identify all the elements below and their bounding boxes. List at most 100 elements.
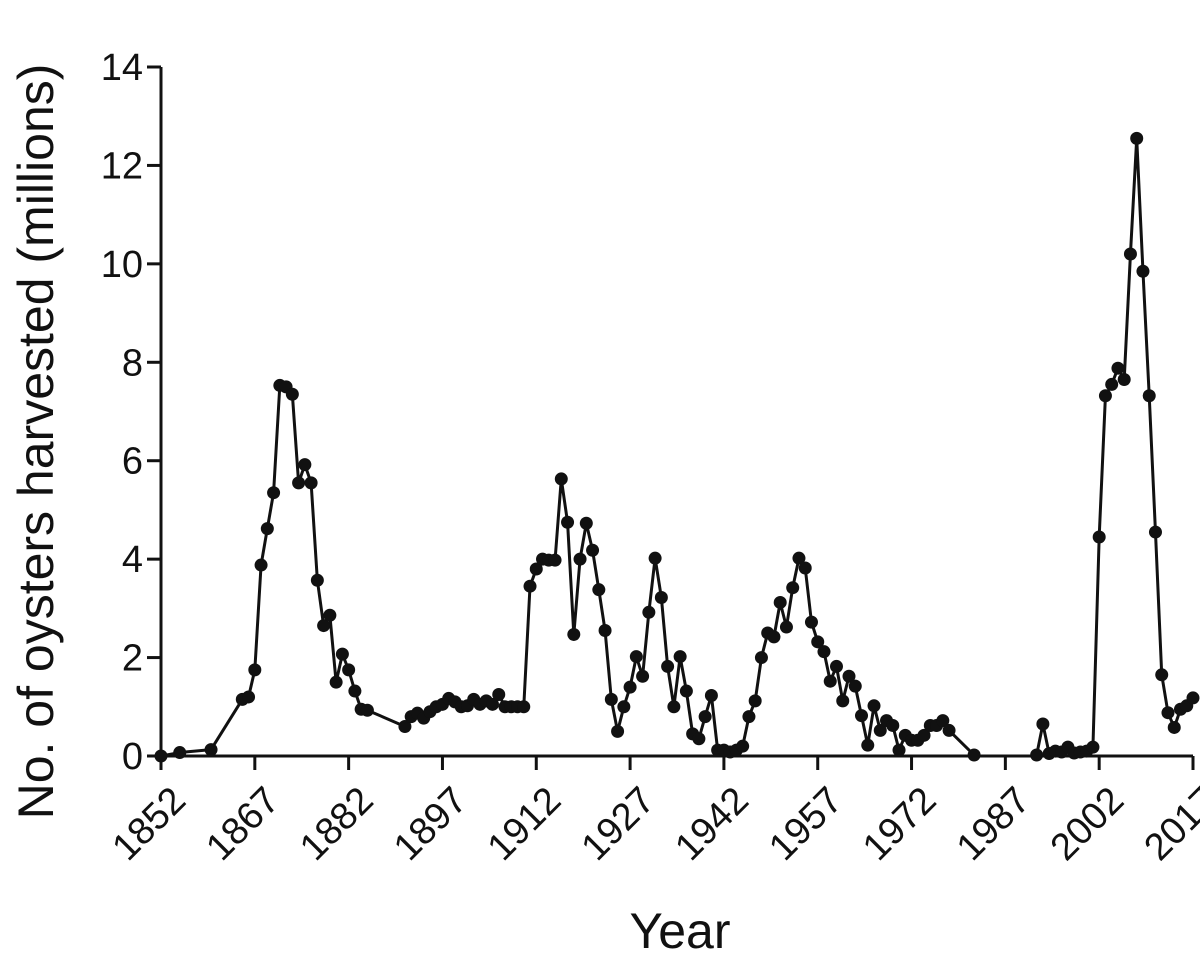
data-point <box>1148 525 1162 539</box>
y-axis-title: No. of oysters harvested (millions) <box>8 64 64 820</box>
data-point <box>779 620 793 634</box>
data-point <box>285 387 299 401</box>
x-tick-label: 1942 <box>667 779 756 868</box>
x-tick-label: 1972 <box>855 779 944 868</box>
data-point <box>848 679 862 693</box>
data-point <box>936 714 950 728</box>
data-point <box>485 697 499 711</box>
data-point <box>767 630 781 644</box>
data-point <box>804 615 818 629</box>
data-point <box>1186 691 1200 705</box>
data-point <box>892 743 906 757</box>
data-point <box>604 692 618 706</box>
data-point <box>867 699 881 713</box>
data-point <box>679 684 693 698</box>
data-point <box>873 723 887 737</box>
data-point <box>586 543 600 557</box>
series-line <box>160 383 976 758</box>
x-tick-label: 2002 <box>1043 779 1132 868</box>
data-point <box>967 748 981 762</box>
data-point <box>623 680 637 694</box>
data-point <box>579 516 593 530</box>
x-tick-label: 1882 <box>292 779 381 868</box>
data-point <box>598 624 612 637</box>
y-tick-label: 8 <box>122 342 143 384</box>
data-point <box>861 738 875 752</box>
data-point <box>942 723 956 737</box>
data-point <box>1142 389 1156 403</box>
data-point <box>786 581 800 595</box>
data-point <box>823 674 837 688</box>
data-point <box>260 522 274 536</box>
data-point <box>886 718 900 732</box>
data-point <box>1036 717 1050 731</box>
data-point <box>398 719 412 733</box>
data-point <box>773 595 787 609</box>
data-point <box>523 579 537 593</box>
data-point <box>1130 131 1144 145</box>
x-tick-label: 1852 <box>105 779 194 868</box>
data-point <box>317 619 331 633</box>
data-point <box>342 663 356 677</box>
data-point <box>492 687 506 701</box>
x-tick-label: 1867 <box>198 779 287 868</box>
series-group <box>154 131 1200 763</box>
data-point <box>855 709 869 723</box>
data-point <box>1117 373 1131 387</box>
data-point <box>561 515 575 529</box>
data-point <box>529 562 543 576</box>
data-point <box>667 700 681 714</box>
y-tick-label: 0 <box>122 736 143 778</box>
y-tick-label: 10 <box>101 244 143 286</box>
data-point <box>829 659 843 673</box>
data-point <box>617 700 631 714</box>
y-tick-label: 14 <box>101 47 143 89</box>
data-point <box>554 472 568 486</box>
data-point <box>642 605 656 619</box>
data-point <box>842 669 856 683</box>
data-point <box>742 710 756 724</box>
data-point <box>692 732 706 746</box>
data-point <box>304 476 318 490</box>
data-point <box>736 739 750 753</box>
data-point <box>292 476 306 490</box>
data-point <box>836 694 850 708</box>
data-point <box>329 675 343 689</box>
data-point <box>248 663 262 677</box>
data-point <box>348 684 362 698</box>
data-point <box>661 659 675 673</box>
data-point <box>154 749 168 763</box>
data-point <box>592 583 606 597</box>
y-tick-label: 6 <box>122 441 143 483</box>
y-tick-label: 4 <box>122 539 143 581</box>
data-point <box>310 573 324 587</box>
y-tick-label: 12 <box>101 145 143 187</box>
data-point <box>636 669 650 683</box>
data-point <box>573 552 587 566</box>
data-point <box>1155 668 1169 682</box>
data-point <box>298 458 312 472</box>
data-point <box>754 651 768 665</box>
x-tick-label: 1912 <box>480 779 569 868</box>
data-point <box>1092 530 1106 544</box>
data-point <box>173 746 187 760</box>
data-point <box>1161 706 1175 720</box>
x-tick-label: 2017 <box>1137 779 1200 868</box>
data-point <box>335 647 349 661</box>
x-tick-label: 1897 <box>386 779 475 868</box>
data-point <box>629 650 643 664</box>
data-point <box>798 561 812 575</box>
data-point <box>242 690 256 704</box>
x-axis-ticks: 1852 1867 1882 1897 1912 1927 1942 1957 1972 1987… <box>105 756 1200 869</box>
data-point <box>360 703 374 717</box>
series-line <box>1035 136 1195 756</box>
x-tick-label: 1957 <box>761 779 850 868</box>
data-point <box>517 700 531 714</box>
data-point <box>1123 247 1137 261</box>
data-point <box>567 627 581 641</box>
data-point <box>1098 389 1112 403</box>
data-point <box>611 724 625 738</box>
data-point <box>654 591 668 605</box>
y-tick-label: 2 <box>122 638 143 680</box>
